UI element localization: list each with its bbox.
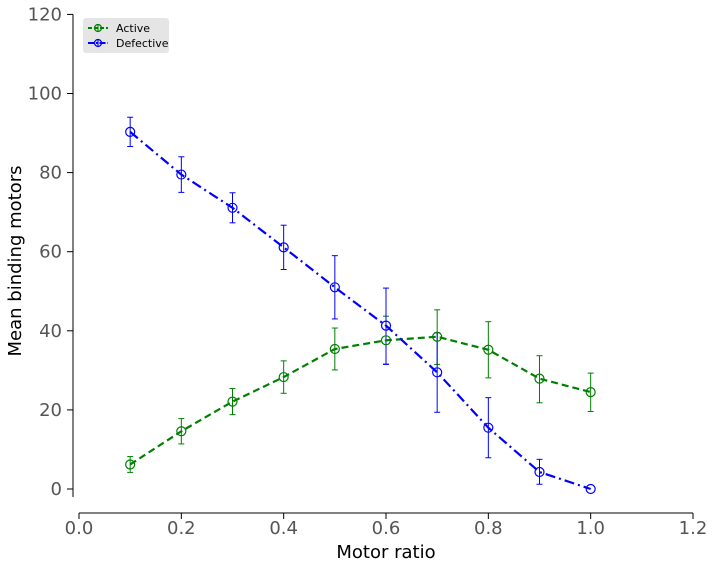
defective-data-point xyxy=(380,320,392,331)
active-data-point xyxy=(227,396,238,407)
defective-data-point xyxy=(329,282,340,293)
series-lines xyxy=(129,131,592,491)
y-tick-label: 0 xyxy=(51,479,62,500)
x-tick-label: 1.2 xyxy=(679,518,708,539)
active-data-point xyxy=(125,459,136,470)
legend: Active Defective xyxy=(83,18,169,53)
active-data-point xyxy=(329,343,340,355)
defective-data-point xyxy=(176,169,187,180)
y-tick-label: 20 xyxy=(39,400,62,421)
active-data-point xyxy=(534,373,545,384)
error-bars xyxy=(127,116,594,485)
defective-legend-marker xyxy=(93,38,103,48)
active-data-point xyxy=(585,387,596,398)
series-markers xyxy=(125,126,596,495)
active-data-point xyxy=(432,331,443,342)
y-tick-label: 100 xyxy=(28,84,62,105)
active-data-point xyxy=(176,426,187,437)
active-legend-label: Active xyxy=(116,22,150,35)
y-tick-label: 80 xyxy=(39,163,62,184)
y-tick-label: 40 xyxy=(39,321,62,342)
x-tick-label: 0.8 xyxy=(474,518,503,539)
x-tick-label: 0.0 xyxy=(65,518,94,539)
legend-box xyxy=(83,18,169,53)
defective-data-point xyxy=(227,202,238,213)
active-data-point xyxy=(380,335,392,346)
defective-data-point xyxy=(483,422,494,433)
defective-series-line xyxy=(129,131,592,491)
active-data-point xyxy=(278,371,289,383)
active-series-line xyxy=(129,335,591,466)
x-tick-label: 1.0 xyxy=(576,518,605,539)
defective-data-point xyxy=(278,242,289,253)
defective-legend-label: Defective xyxy=(116,37,169,50)
x-tick-label: 0.2 xyxy=(167,518,196,539)
defective-data-point xyxy=(534,466,545,478)
defective-data-point xyxy=(432,367,443,378)
defective-data-point xyxy=(125,126,136,137)
x-axis-title: Motor ratio xyxy=(336,542,435,563)
defective-data-point xyxy=(585,483,596,495)
x-tick-label: 0.4 xyxy=(269,518,298,539)
y-tick-label: 60 xyxy=(39,242,62,263)
y-axis-title: Mean binding motors xyxy=(5,166,26,357)
active-data-point xyxy=(483,344,494,355)
y-tick-label: 120 xyxy=(28,4,62,25)
axes: 0.0 0.2 0.4 0.6 0.8 1.0 1.2 0 20 40 60 80 100 120 xyxy=(28,4,708,539)
x-tick-label: 0.6 xyxy=(372,518,401,539)
active-legend-marker xyxy=(93,23,103,33)
